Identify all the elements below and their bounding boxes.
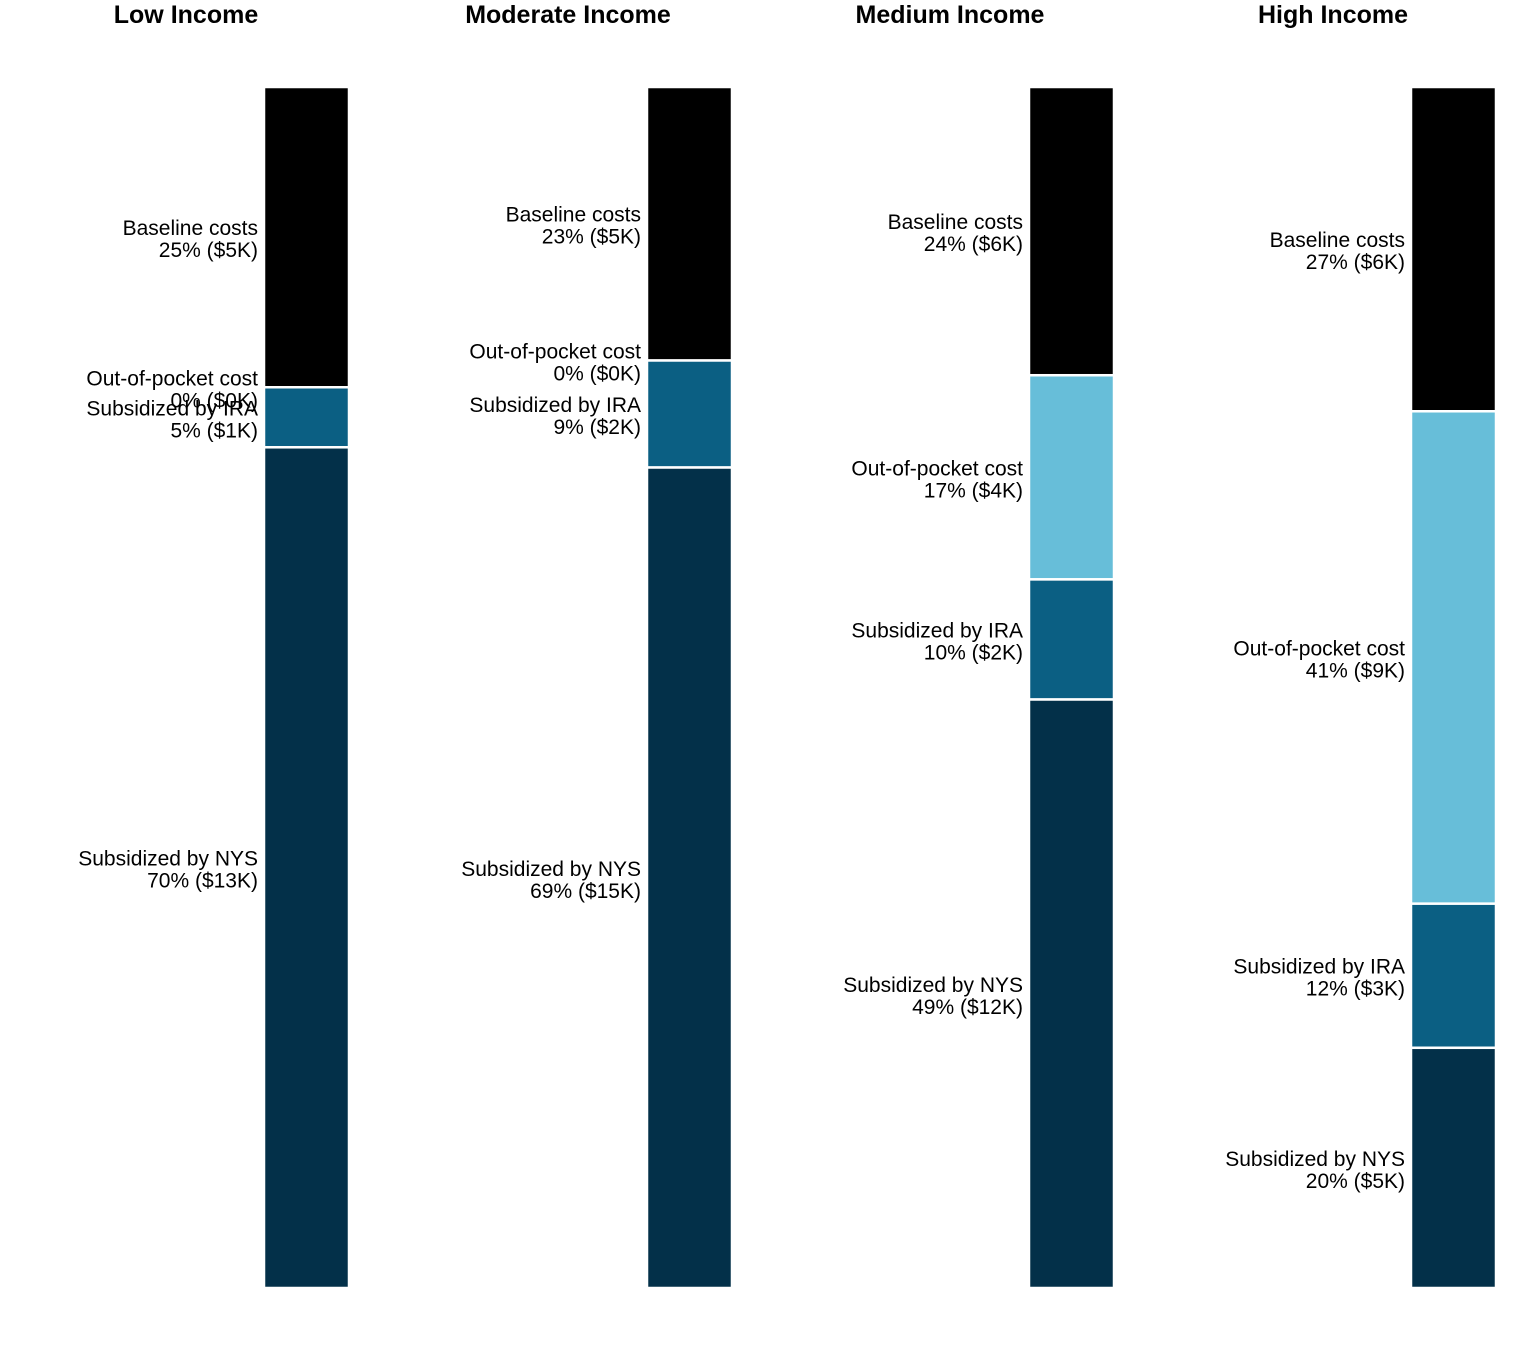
segment-value-label-high-income-subsidized-by-ira: 12% ($3K) [1306,978,1405,1001]
segment-name-label-high-income-baseline-costs: Baseline costs [1270,229,1405,252]
segment-name-label-moderate-income-out-of-pocket-cost: Out-of-pocket cost [469,340,641,363]
bar-segment-low-income-baseline-costs [262,85,351,389]
segment-value-label-medium-income-baseline-costs: 24% ($6K) [924,233,1023,256]
segment-value-label-moderate-income-out-of-pocket-cost: 0% ($0K) [553,362,641,385]
bar-segment-moderate-income-baseline-costs [645,85,734,362]
segment-name-label-medium-income-baseline-costs: Baseline costs [888,211,1023,234]
bar-segment-high-income-out-of-pocket-cost [1409,410,1498,905]
segment-value-label-high-income-baseline-costs: 27% ($6K) [1306,251,1405,274]
bar-segment-low-income-subsidized-by-nys [262,446,351,1290]
panel-title-medium-income: Medium Income [856,1,1045,29]
segment-name-label-low-income-out-of-pocket-cost: Out-of-pocket cost [86,367,258,390]
panel-title-moderate-income: Moderate Income [465,1,671,29]
segment-name-label-high-income-subsidized-by-nys: Subsidized by NYS [1225,1148,1405,1171]
segment-value-label-high-income-subsidized-by-nys: 20% ($5K) [1306,1170,1405,1193]
bar-segment-low-income-subsidized-by-ira [262,386,351,449]
segment-name-label-medium-income-out-of-pocket-cost: Out-of-pocket cost [851,457,1023,480]
bar-segment-medium-income-baseline-costs [1027,85,1116,377]
segment-value-label-moderate-income-subsidized-by-ira: 9% ($2K) [553,416,641,439]
segment-value-label-low-income-subsidized-by-ira: 5% ($1K) [170,419,258,442]
segment-name-label-moderate-income-subsidized-by-nys: Subsidized by NYS [461,858,641,881]
bar-segment-medium-income-subsidized-by-nys [1027,698,1116,1290]
bar-segment-moderate-income-subsidized-by-nys [645,466,734,1290]
segment-value-label-low-income-out-of-pocket-cost: 0% ($0K) [170,389,258,412]
panel-title-high-income: High Income [1258,1,1408,29]
segment-name-label-medium-income-subsidized-by-nys: Subsidized by NYS [843,974,1023,997]
segment-value-label-moderate-income-subsidized-by-nys: 69% ($15K) [530,880,641,903]
segment-value-label-low-income-baseline-costs: 25% ($5K) [159,239,258,262]
segment-name-label-low-income-subsidized-by-nys: Subsidized by NYS [78,848,258,871]
bar-segment-high-income-subsidized-by-ira [1409,902,1498,1050]
segment-name-label-low-income-subsidized-by-ira: Subsidized by IRA [86,397,258,420]
segment-value-label-moderate-income-baseline-costs: 23% ($5K) [542,226,641,249]
segment-name-label-moderate-income-baseline-costs: Baseline costs [506,204,641,227]
segment-name-label-moderate-income-subsidized-by-ira: Subsidized by IRA [469,394,641,417]
segment-name-label-high-income-subsidized-by-ira: Subsidized by IRA [1233,956,1405,979]
segment-value-label-high-income-out-of-pocket-cost: 41% ($9K) [1306,659,1405,682]
segment-name-label-medium-income-subsidized-by-ira: Subsidized by IRA [851,619,1023,642]
bar-segment-medium-income-out-of-pocket-cost [1027,373,1116,581]
bar-segment-high-income-subsidized-by-nys [1409,1046,1498,1290]
segment-value-label-low-income-subsidized-by-nys: 70% ($13K) [147,870,258,893]
panel-title-low-income: Low Income [114,1,259,29]
segment-value-label-medium-income-out-of-pocket-cost: 17% ($4K) [924,479,1023,502]
segment-name-label-low-income-baseline-costs: Baseline costs [123,217,258,240]
bar-segment-medium-income-subsidized-by-ira [1027,578,1116,701]
segment-name-label-high-income-out-of-pocket-cost: Out-of-pocket cost [1233,637,1405,660]
bar-segment-moderate-income-subsidized-by-ira [645,359,734,469]
bar-segment-high-income-baseline-costs [1409,85,1498,413]
segment-value-label-medium-income-subsidized-by-ira: 10% ($2K) [924,641,1023,664]
segment-value-label-medium-income-subsidized-by-nys: 49% ($12K) [912,996,1023,1019]
